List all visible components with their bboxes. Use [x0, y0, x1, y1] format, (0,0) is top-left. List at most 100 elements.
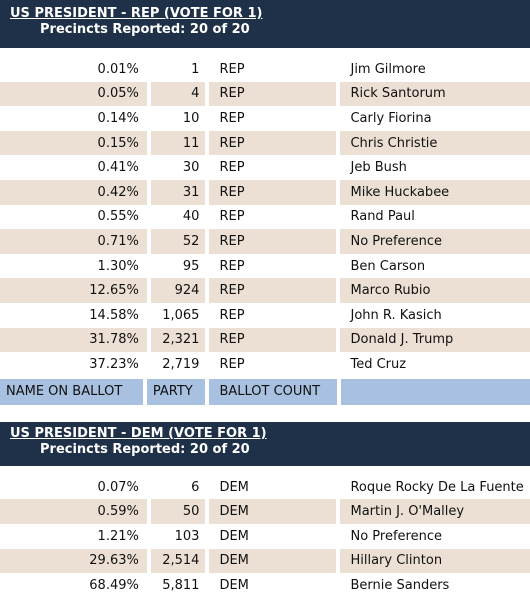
vote-percent: 29.63%: [0, 548, 147, 574]
candidate-name: Jeb Bush: [350, 160, 407, 176]
ballot-count: 11: [150, 130, 206, 156]
candidate-name: Martin J. O'Malley: [340, 499, 530, 524]
result-row: 0.42% 31 REP Mike Huckabee: [0, 179, 530, 205]
ballot-count: 1: [191, 61, 200, 77]
ballot-count: 6: [191, 479, 200, 495]
column-header-party: PARTY: [146, 378, 206, 405]
result-row: 0.55% 40 REP Rand Paul: [0, 205, 530, 230]
result-row: 1.30% 95 REP Ben Carson: [0, 254, 530, 279]
dem-results-table: 0.07% 6 DEM Roque Rocky De La Fuente 0.59% 50…: [0, 475, 530, 598]
vote-percent: 68.49%: [89, 577, 139, 593]
result-row: 31.78% 2,321 REP Donald J. Trump: [0, 327, 530, 353]
party-code: REP: [219, 61, 245, 77]
candidate-name: Mike Huckabee: [340, 179, 530, 205]
result-row: 0.71% 52 REP No Preference: [0, 229, 530, 254]
result-row: 0.05% 4 REP Rick Santorum: [0, 81, 530, 107]
rep-results-table: 0.01% 1 REP Jim Gilmore 0.05% 4 REP Rick Santor…: [0, 57, 530, 377]
rep-results-section: US PRESIDENT - REP (VOTE FOR 1) Precinct…: [0, 0, 530, 405]
result-row: 14.58% 1,065 REP John R. Kasich: [0, 303, 530, 328]
party-code: REP: [209, 327, 337, 353]
candidate-name: Rick Santorum: [340, 81, 530, 107]
candidate-name: Chris Christie: [340, 130, 530, 156]
party-code: REP: [219, 209, 245, 225]
ballot-count: 103: [174, 528, 200, 544]
candidate-name: Rand Paul: [350, 209, 415, 225]
rep-race-title: US PRESIDENT - REP (VOTE FOR 1): [10, 6, 263, 21]
result-row: 0.59% 50 DEM Martin J. O'Malley: [0, 499, 530, 524]
candidate-name: John R. Kasich: [350, 307, 442, 323]
ballot-count: 52: [150, 229, 206, 254]
result-row: 0.01% 1 REP Jim Gilmore: [0, 57, 530, 82]
candidate-name: Ben Carson: [350, 258, 426, 274]
vote-percent: 37.23%: [89, 356, 139, 372]
ballot-count: 5,811: [162, 577, 200, 593]
dem-results-section: US PRESIDENT - DEM (VOTE FOR 1) Precinct…: [0, 421, 530, 598]
vote-percent: 0.15%: [0, 130, 147, 156]
result-row: 0.07% 6 DEM Roque Rocky De La Fuente: [0, 475, 530, 500]
ballot-count: 10: [182, 110, 200, 126]
ballot-count: 30: [182, 160, 200, 176]
vote-percent: 0.14%: [97, 110, 139, 126]
vote-percent: 0.71%: [0, 229, 147, 254]
vote-percent: 1.30%: [97, 258, 139, 274]
vote-percent: 12.65%: [0, 278, 147, 303]
vote-percent: 31.78%: [0, 327, 147, 353]
result-row: 12.65% 924 REP Marco Rubio: [0, 278, 530, 303]
ballot-count: 2,719: [162, 356, 200, 372]
vote-percent: 0.59%: [0, 499, 147, 524]
result-row: 0.41% 30 REP Jeb Bush: [0, 155, 530, 180]
result-row: 0.15% 11 REP Chris Christie: [0, 130, 530, 156]
vote-percent: 0.55%: [97, 209, 139, 225]
party-code: REP: [219, 307, 245, 323]
candidate-name: No Preference: [350, 528, 442, 544]
vote-percent: 0.42%: [0, 179, 147, 205]
rep-race-header: US PRESIDENT - REP (VOTE FOR 1) Precinct…: [0, 0, 530, 48]
vote-percent: 0.07%: [97, 479, 139, 495]
dem-race-title: US PRESIDENT - DEM (VOTE FOR 1): [10, 425, 267, 441]
result-row: 0.14% 10 REP Carly Fiorina: [0, 106, 530, 131]
ballot-count: 1,065: [162, 307, 200, 323]
party-code: REP: [219, 160, 245, 176]
vote-percent: 14.58%: [89, 307, 139, 323]
candidate-name: No Preference: [340, 229, 530, 254]
party-code: REP: [209, 179, 337, 205]
candidate-name: Hillary Clinton: [340, 548, 530, 574]
party-code: REP: [209, 278, 337, 303]
ballot-count: 924: [150, 278, 206, 303]
rep-precincts-reported: Precincts Reported: 20 of 20: [40, 22, 250, 37]
party-code: REP: [219, 356, 245, 372]
ballot-count: 95: [182, 258, 200, 274]
party-code: REP: [219, 110, 245, 126]
result-row: 37.23% 2,719 REP Ted Cruz: [0, 352, 530, 377]
ballot-count: 40: [182, 209, 200, 225]
vote-percent: 0.05%: [0, 81, 147, 107]
party-code: DEM: [209, 548, 337, 574]
ballot-count: 31: [150, 179, 206, 205]
party-code: REP: [209, 81, 337, 107]
result-row: 29.63% 2,514 DEM Hillary Clinton: [0, 548, 530, 574]
column-header-blank: [340, 378, 530, 405]
column-header-name-on-ballot: NAME ON BALLOT: [0, 378, 143, 405]
party-code: DEM: [219, 479, 249, 495]
vote-percent: 1.21%: [97, 528, 139, 544]
dem-precincts-reported: Precincts Reported: 20 of 20: [40, 441, 250, 457]
candidate-name: Ted Cruz: [350, 356, 407, 372]
party-code: DEM: [209, 499, 337, 524]
ballot-count: 2,321: [150, 327, 206, 353]
dem-race-header: US PRESIDENT - DEM (VOTE FOR 1) Precinct…: [0, 421, 530, 466]
party-code: DEM: [219, 528, 249, 544]
candidate-name: Bernie Sanders: [350, 577, 450, 593]
vote-percent: 0.01%: [97, 61, 139, 77]
column-header-ballot-count: BALLOT COUNT: [209, 378, 337, 405]
candidate-name: Marco Rubio: [340, 278, 530, 303]
party-code: REP: [209, 130, 337, 156]
candidate-name: Jim Gilmore: [350, 61, 426, 77]
party-code: REP: [209, 229, 337, 254]
result-row: 1.21% 103 DEM No Preference: [0, 524, 530, 549]
candidate-name: Carly Fiorina: [350, 110, 432, 126]
result-row: 68.49% 5,811 DEM Bernie Sanders: [0, 573, 530, 598]
party-code: REP: [219, 258, 245, 274]
candidate-name: Roque Rocky De La Fuente: [350, 479, 524, 495]
candidate-name: Donald J. Trump: [340, 327, 530, 353]
ballot-count: 4: [150, 81, 206, 107]
